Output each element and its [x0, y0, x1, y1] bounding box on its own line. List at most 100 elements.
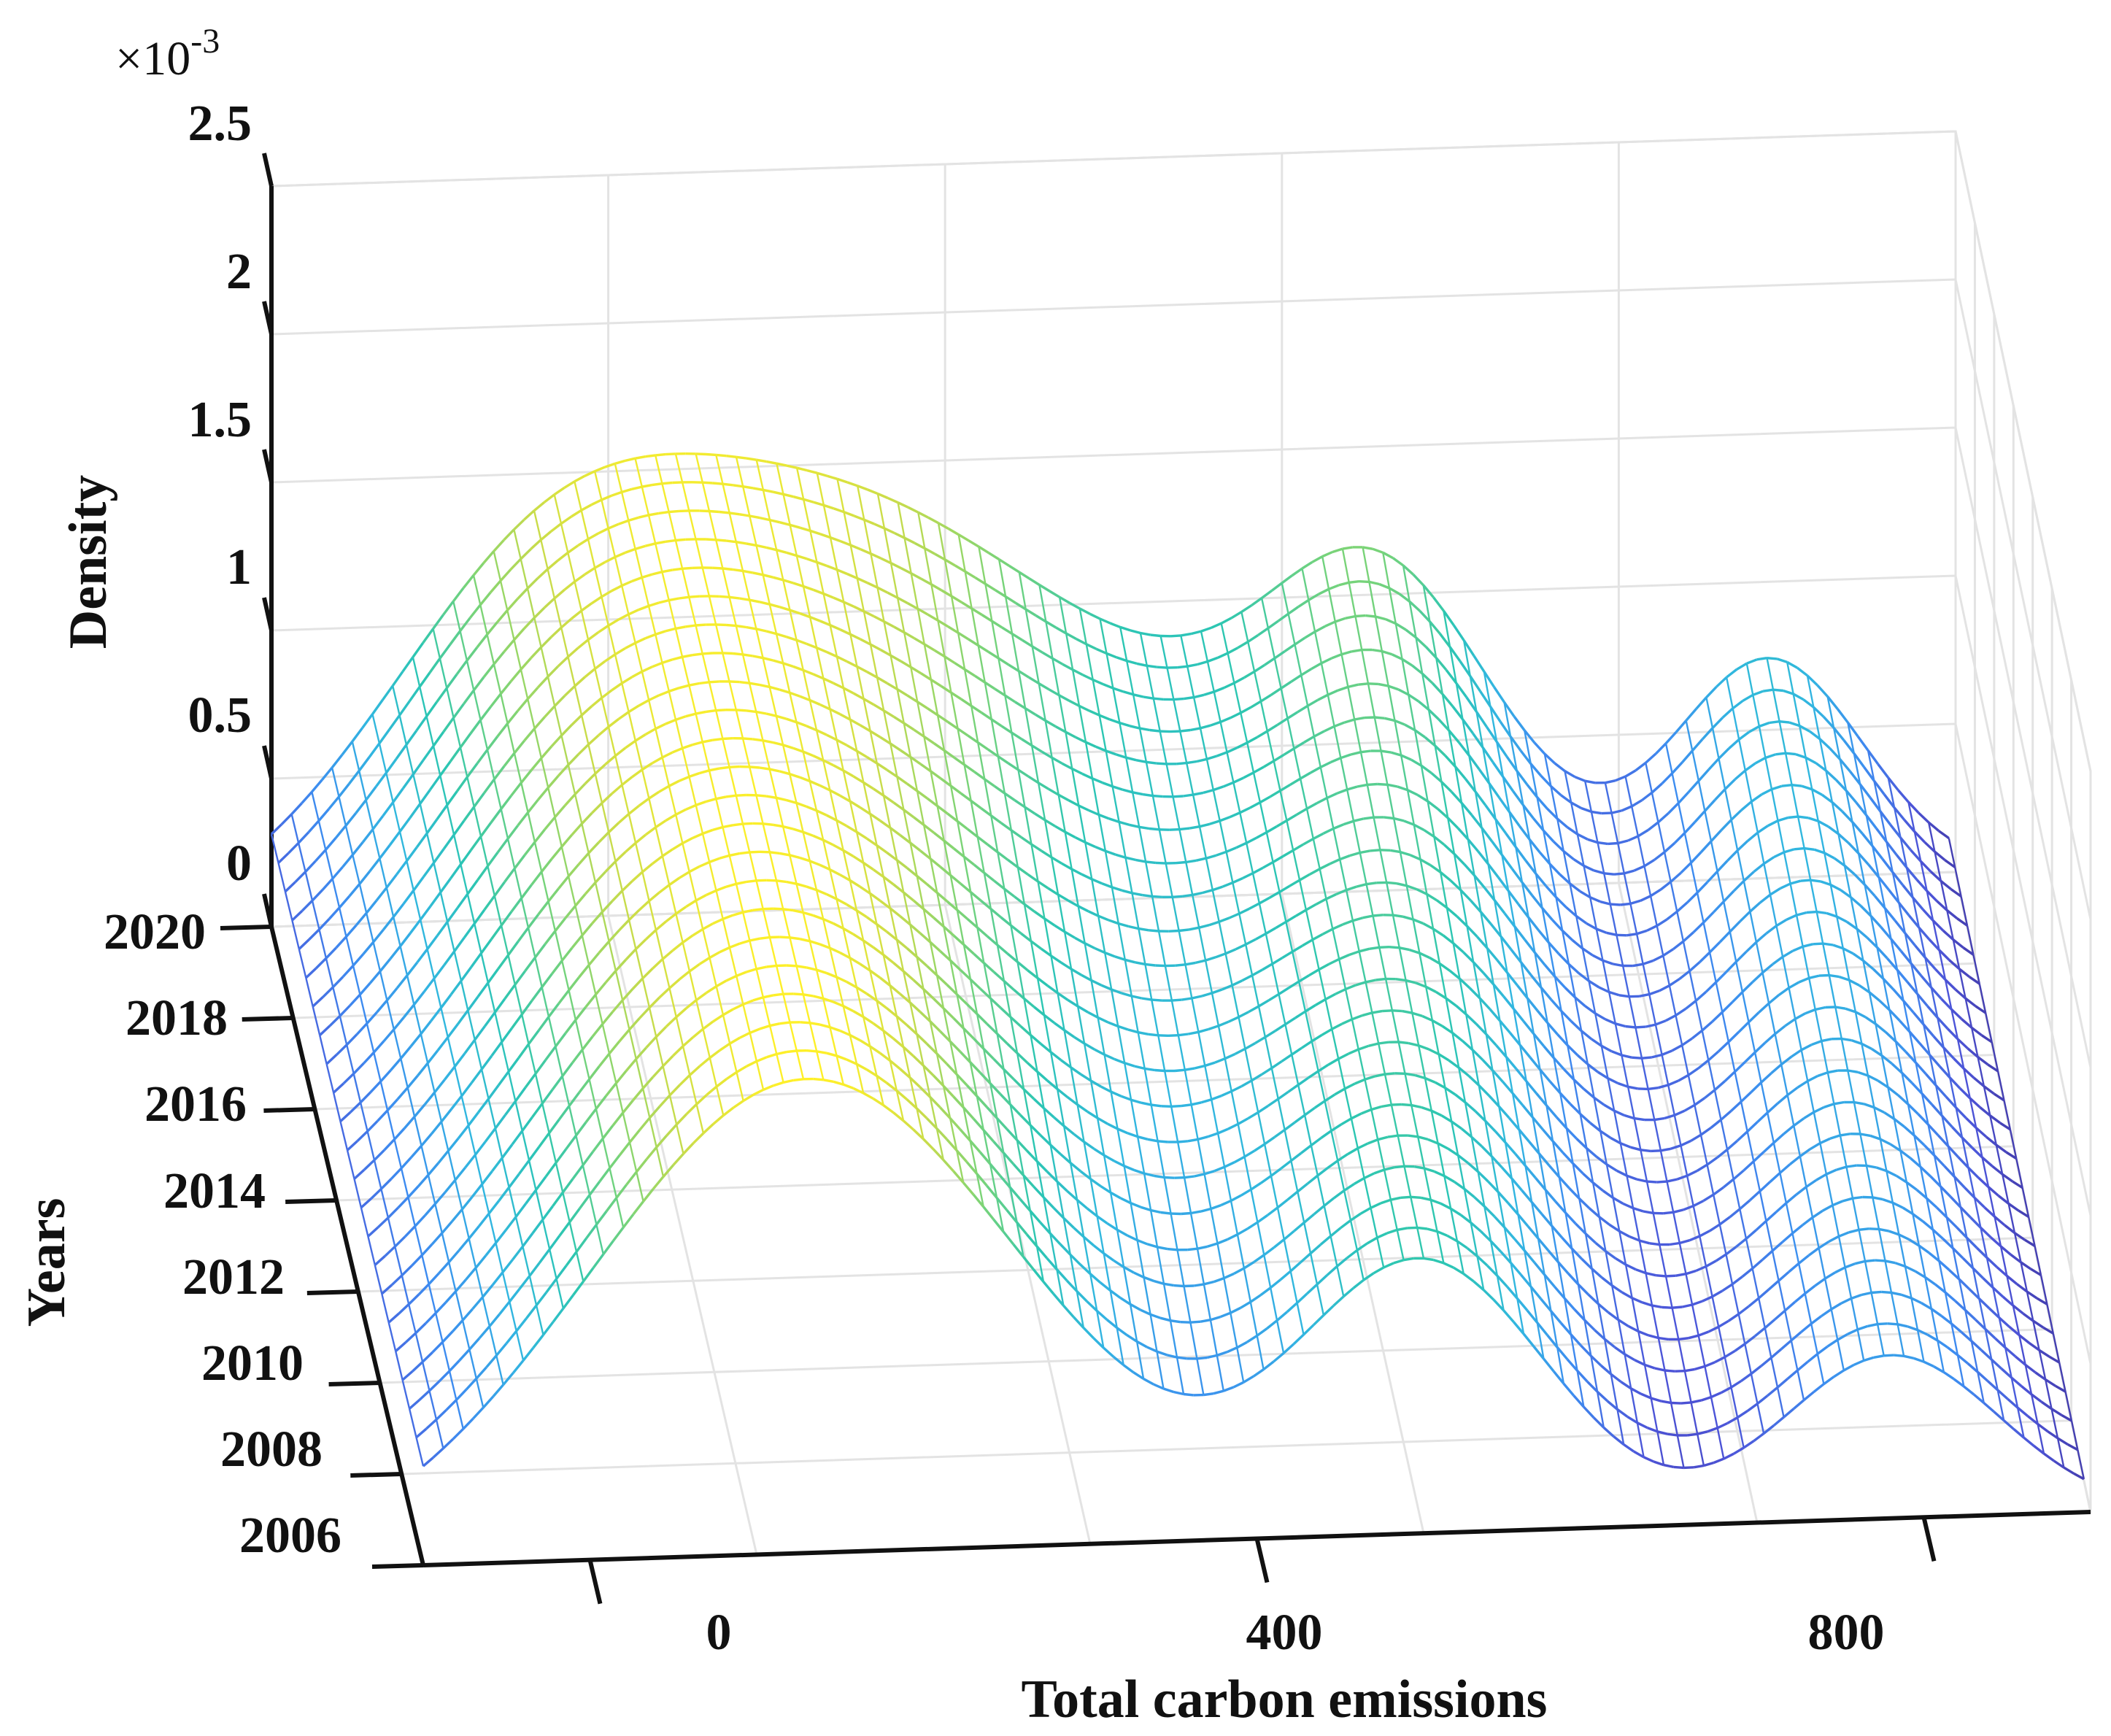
contour-line	[872, 1022, 884, 1032]
contour-line	[457, 1009, 469, 1025]
contour-line	[1005, 595, 1016, 604]
mesh-line	[1327, 589, 1336, 622]
mesh-line	[1004, 695, 1013, 733]
contour-line	[1808, 974, 1820, 979]
mesh-line	[1546, 1022, 1555, 1059]
contour-line	[1562, 1151, 1574, 1165]
contour-line	[1942, 930, 1954, 941]
contour-line	[1939, 1065, 1951, 1079]
contour-line	[709, 951, 721, 959]
contour-line	[1556, 817, 1569, 828]
contour-line	[1404, 723, 1416, 732]
contour-line	[1286, 711, 1299, 720]
mesh-line	[682, 843, 690, 873]
contour-line	[1780, 882, 1791, 890]
mesh-line	[1058, 597, 1068, 634]
contour-line	[1883, 1111, 1895, 1120]
mesh-line	[1083, 1141, 1092, 1179]
mesh-line	[447, 1150, 456, 1181]
mesh-line	[1455, 682, 1464, 720]
mesh-line	[1251, 975, 1260, 1007]
mesh-line	[473, 806, 482, 837]
mesh-line	[1432, 928, 1441, 964]
contour-line	[883, 794, 895, 804]
contour-line	[482, 550, 495, 564]
contour-line	[1343, 819, 1354, 826]
contour-line	[1383, 816, 1394, 820]
contour-line	[1300, 1144, 1312, 1154]
mesh-line	[1448, 730, 1456, 767]
contour-line	[2006, 1275, 2018, 1286]
contour-line	[571, 822, 583, 836]
mesh-line	[358, 884, 368, 914]
contour-line	[1975, 1005, 1987, 1014]
contour-line	[598, 1052, 611, 1068]
contour-line	[297, 831, 310, 844]
contour-line	[755, 710, 767, 715]
mesh-line	[943, 926, 952, 961]
contour-line	[1842, 739, 1856, 755]
contour-line	[796, 639, 807, 645]
contour-line	[1767, 819, 1779, 828]
mesh-line	[1999, 1246, 2008, 1276]
contour-line	[523, 841, 536, 856]
contour-line	[1307, 1174, 1319, 1185]
mesh-line	[508, 1187, 517, 1217]
contour-line	[1477, 1170, 1489, 1183]
mesh-line	[876, 924, 884, 955]
mesh-line	[574, 794, 583, 825]
mesh-line	[722, 483, 730, 514]
contour-line	[1835, 1006, 1846, 1010]
contour-line	[969, 978, 981, 990]
mesh-line	[1267, 628, 1276, 659]
contour-line	[1291, 567, 1303, 577]
contour-line	[355, 799, 367, 814]
contour-line	[1994, 1216, 2006, 1227]
contour-line	[1348, 950, 1360, 957]
contour-line	[1892, 988, 1904, 1002]
contour-line	[567, 863, 580, 878]
contour-line	[1391, 1103, 1402, 1106]
mesh-line	[1793, 1125, 1802, 1157]
mesh-line	[695, 805, 704, 834]
contour-line	[1014, 799, 1026, 809]
contour-line	[1281, 950, 1294, 960]
contour-line	[481, 1170, 493, 1185]
contour-line	[1150, 1208, 1162, 1214]
contour-line	[822, 593, 835, 599]
contour-line	[557, 989, 570, 1005]
mesh-line	[1724, 1357, 1732, 1388]
contour-line	[1815, 1173, 1827, 1181]
contour-line	[1654, 1116, 1665, 1122]
contour-line	[1549, 1081, 1562, 1095]
contour-line	[1125, 856, 1136, 862]
contour-line	[946, 900, 958, 911]
contour-line	[1817, 819, 1829, 828]
contour-line	[1331, 653, 1343, 660]
surface-strip	[339, 737, 2018, 1159]
mesh-line	[1873, 1107, 1882, 1140]
contour-line	[400, 1156, 412, 1170]
mesh-line	[574, 581, 583, 612]
mesh-line	[1763, 863, 1772, 895]
contour-line	[1132, 791, 1143, 796]
contour-line	[1085, 741, 1097, 748]
contour-line	[1524, 1165, 1537, 1179]
contour-line	[914, 637, 925, 646]
contour-line	[584, 773, 596, 785]
contour-line	[789, 773, 800, 779]
mesh-line	[434, 1203, 443, 1234]
contour-line	[1581, 806, 1592, 814]
contour-line	[412, 642, 425, 658]
mesh-line	[1544, 1189, 1553, 1227]
contour-line	[1589, 896, 1601, 903]
contour-line	[652, 958, 664, 970]
contour-line	[1562, 850, 1575, 860]
mesh-line	[1859, 784, 1867, 816]
mesh-line	[1612, 1197, 1621, 1232]
contour-line	[996, 944, 1008, 955]
contour-line	[1513, 1008, 1525, 1022]
contour-line	[1578, 1197, 1591, 1209]
mesh-line	[1370, 1109, 1379, 1140]
mesh-line	[702, 929, 711, 958]
